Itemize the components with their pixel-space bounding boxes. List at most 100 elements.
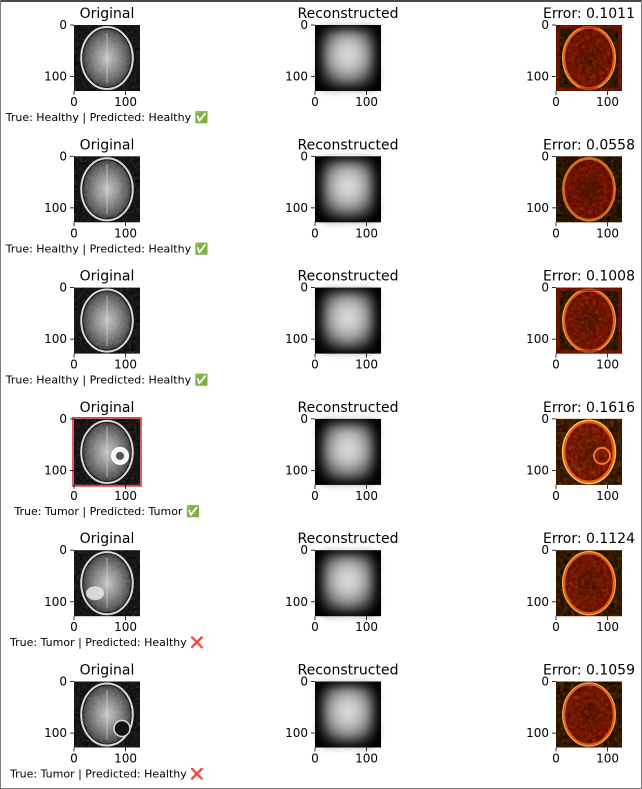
x-tick-label: 100 [114,489,137,503]
x-tick-label: 0 [70,752,78,766]
y-tick-label: 100 [285,463,308,477]
y-tick-label: 0 [59,281,67,295]
reconstructed-title: Reconstructed [298,663,399,679]
original-image [74,288,140,354]
original-title: Original [80,6,135,22]
x-tick-label: 0 [552,226,560,240]
x-tick-label: 0 [552,489,560,503]
reconstructed-blob [322,554,375,612]
x-tick-label: 100 [355,226,378,240]
original-title: Original [80,269,135,285]
prediction-caption: True: Tumor | Predicted: Tumor ✅ [13,505,200,518]
reconstructed-image [315,25,381,91]
reconstructed-image [315,156,381,222]
reconstructed-panel: Reconstructed0 1000100 [285,400,398,503]
error-texture [556,25,622,91]
y-tick-label: 0 [300,18,308,32]
reconstructed-image [315,419,381,485]
x-tick-label: 0 [311,620,319,634]
reconstructed-title: Reconstructed [298,531,399,547]
y-tick-label: 100 [526,70,549,84]
original-title: Original [80,663,135,679]
reconstructed-blob [322,29,375,87]
error-image [556,550,622,616]
x-tick-label: 100 [596,620,619,634]
reconstructed-panel: Reconstructed0 1000100 [285,663,398,766]
y-tick-label: 100 [285,70,308,84]
error-texture [556,419,622,485]
x-tick-label: 0 [311,489,319,503]
error-image [556,419,622,485]
tumor-lesion [114,721,130,737]
reconstructed-title: Reconstructed [298,400,399,416]
x-tick-label: 100 [355,358,378,372]
x-tick-label: 0 [70,489,78,503]
x-tick-label: 0 [70,95,78,109]
error-title: Error: 0.1011 [543,6,635,22]
y-tick-label: 0 [59,149,67,163]
y-tick-label: 0 [541,18,549,32]
figure-row: Original0 1000100Reconstructed0 1000100Err… [5,269,635,387]
reconstructed-blob [322,292,375,350]
y-tick-label: 0 [300,675,308,689]
error-title: Error: 0.1616 [543,400,635,416]
x-tick-label: 0 [552,620,560,634]
y-tick-label: 100 [44,463,67,477]
reconstructed-image [315,682,381,748]
error-title: Error: 0.1059 [543,663,635,679]
y-tick-label: 100 [285,726,308,740]
prediction-caption: True: Healthy | Predicted: Healthy ✅ [5,242,209,255]
y-tick-label: 0 [59,543,67,557]
prediction-caption: True: Tumor | Predicted: Healthy ❌ [9,768,204,781]
error-texture [556,288,622,354]
y-tick-label: 100 [526,332,549,346]
x-tick-label: 100 [596,95,619,109]
x-tick-label: 0 [552,358,560,372]
y-tick-label: 0 [59,675,67,689]
x-tick-label: 0 [70,620,78,634]
reconstructed-image [315,550,381,616]
reconstructed-title: Reconstructed [298,6,399,22]
y-tick-label: 100 [44,595,67,609]
x-tick-label: 100 [596,752,619,766]
y-tick-label: 100 [285,201,308,215]
original-image [74,550,140,616]
x-tick-label: 100 [596,358,619,372]
original-title: Original [80,400,135,416]
y-tick-label: 100 [285,332,308,346]
original-image [74,156,140,222]
prediction-caption: True: Healthy | Predicted: Healthy ✅ [5,374,209,387]
y-tick-label: 100 [526,595,549,609]
original-image [74,25,140,91]
y-tick-label: 0 [541,281,549,295]
x-tick-label: 100 [114,226,137,240]
x-tick-label: 0 [311,358,319,372]
y-tick-label: 0 [541,675,549,689]
x-tick-label: 100 [355,95,378,109]
y-tick-label: 0 [541,412,549,426]
reconstructed-blob [322,160,375,218]
y-tick-label: 0 [300,149,308,163]
original-image [74,682,140,748]
prediction-caption: True: Healthy | Predicted: Healthy ✅ [5,111,209,124]
original-panel: Original0 1000100 [44,531,140,634]
y-tick-label: 100 [44,70,67,84]
x-tick-label: 100 [596,489,619,503]
tumor-core [116,452,124,460]
y-tick-label: 100 [526,726,549,740]
